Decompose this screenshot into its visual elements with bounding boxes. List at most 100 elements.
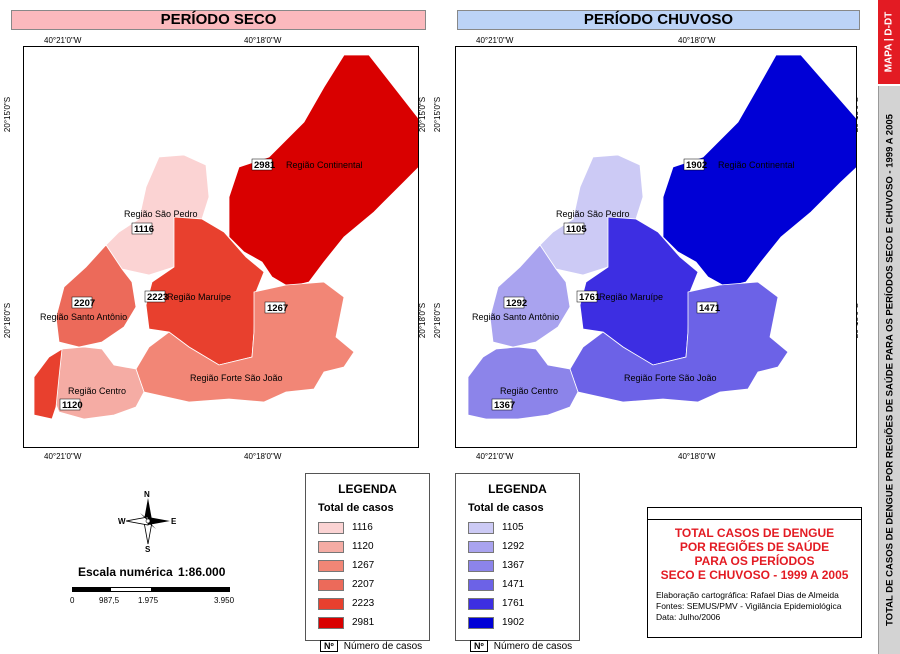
legend-dry-value: 2981	[352, 617, 375, 628]
rainy-value-forte: 1471	[699, 303, 721, 314]
legend-rainy-value: 1105	[502, 522, 524, 533]
dry-lat-top-right: 20°15'0"S	[418, 96, 428, 133]
legend-dry-item: 1267	[318, 556, 429, 575]
legend-rainy-value: 1367	[502, 560, 525, 571]
rainy-region-forte	[569, 281, 789, 403]
rainy-map-svg: 1902 Região Continental Região São Pedro…	[467, 54, 856, 420]
rainy-value-continental: 1902	[686, 160, 707, 171]
dry-value-centro: 1120	[62, 400, 83, 411]
title-line-4: SECO E CHUVOSO - 1999 A 2005	[660, 568, 849, 582]
legend-rainy-swatch	[468, 616, 494, 629]
dry-label-santo-antonio: Região Santo Antônio	[40, 312, 127, 322]
rainy-lat-bottom-left: 20°18'0"S	[433, 302, 443, 339]
legend-rainy-note-symbol: Nº	[470, 640, 488, 652]
rainy-lon-left-top: 40°21'0"W	[476, 36, 514, 45]
legend-dry-value: 2223	[352, 598, 375, 609]
title-line-1: TOTAL CASOS DE DENGUE	[674, 526, 835, 540]
rainy-label-sao-pedro: Região São Pedro	[556, 209, 630, 219]
rainy-label-santo-antonio: Região Santo Antônio	[472, 312, 559, 322]
scale-tick-1: 987,5	[99, 596, 120, 605]
dry-label-forte: Região Forte São João	[190, 373, 283, 383]
legend-rainy-item: 1902	[468, 613, 579, 632]
dry-lat-bottom-left: 20°18'0"S	[3, 302, 13, 339]
legend-rainy-value: 1471	[502, 579, 525, 590]
legend-dry-item: 2207	[318, 575, 429, 594]
legend-rainy-item: 1292	[468, 537, 579, 556]
legend-dry-value: 2207	[352, 579, 375, 590]
legend-dry-note-symbol: Nº	[320, 640, 338, 652]
legend-rainy-value: 1292	[502, 541, 525, 552]
rainy-lat-top-left: 20°15'0"S	[433, 96, 443, 133]
title-box: TOTAL CASOS DE DENGUE POR REGIÕES DE SAÚ…	[647, 507, 862, 638]
rainy-period-header: PERÍODO CHUVOSO	[457, 10, 860, 30]
legend-rainy-note-text: Número de casos	[493, 640, 573, 652]
sidebar-top-text: MAPA | D-DT	[883, 11, 895, 73]
legend-rainy-item: 1105	[468, 518, 579, 537]
legend-dry-swatch	[318, 521, 344, 534]
legend-rainy: LEGENDA Total de casos 1105 1292 1367 1471 1…	[455, 473, 580, 652]
dry-value-sao-pedro: 1116	[134, 224, 154, 235]
legend-rainy-item: 1471	[468, 575, 579, 594]
legend-dry-item: 2981	[318, 613, 429, 632]
dry-value-continental: 2981	[254, 160, 276, 171]
legend-rainy-item: 1761	[468, 594, 579, 613]
rainy-region-santo-antonio	[489, 244, 571, 348]
legend-rainy-item: 1367	[468, 556, 579, 575]
legend-dry-swatch	[318, 540, 344, 553]
rainy-region-continental	[662, 54, 856, 288]
dry-value-maruipe: 2223	[147, 292, 168, 303]
rainy-lon-right-top: 40°18'0"W	[678, 36, 716, 45]
legend-rainy-swatch	[468, 540, 494, 553]
rainy-period-map: 1902 Região Continental Região São Pedro…	[455, 46, 857, 448]
credit-author: Elaboração cartográfica: Rafael Dias de …	[656, 590, 839, 600]
legend-rainy-note: Nº Número de casos	[470, 640, 579, 652]
legend-rainy-swatch	[468, 559, 494, 572]
legend-dry-value: 1267	[352, 560, 375, 571]
rainy-label-centro: Região Centro	[500, 386, 558, 396]
rainy-lon-right-bottom: 40°18'0"W	[678, 452, 716, 461]
dry-lon-left-bottom: 40°21'0"W	[44, 452, 82, 461]
scale-value: 1:86.000	[178, 565, 226, 579]
sidebar-map-tag: MAPA | D-DT	[878, 0, 900, 84]
compass-rose-icon: N S W E	[118, 490, 178, 554]
dry-map-svg: 2981 Região Continental Região São Pedro…	[33, 54, 418, 420]
dry-value-santo-antonio: 2207	[74, 298, 95, 309]
legend-dry-item: 2223	[318, 594, 429, 613]
dry-region-sao-pedro	[105, 154, 210, 276]
legend-dry: LEGENDA Total de casos 1116 1120 1267 2207 2…	[305, 473, 430, 652]
legend-rainy-swatch	[468, 578, 494, 591]
dry-label-maruipe: Região Maruípe	[167, 292, 231, 302]
legend-dry-swatch	[318, 616, 344, 629]
dry-lon-right-bottom: 40°18'0"W	[244, 452, 282, 461]
rainy-value-maruipe: 1761	[579, 292, 601, 303]
scale-label: Escala numérica	[78, 565, 173, 579]
dry-region-centro-south	[33, 348, 63, 420]
dry-region-continental	[228, 54, 418, 288]
dry-lon-left-top: 40°21'0"W	[44, 36, 82, 45]
credit-source: Fontes: SEMUS/PMV - Vigilância Epidemiol…	[656, 601, 842, 611]
sidebar-bottom-text: TOTAL DE CASOS DE DENGUE POR REGIÕES DE …	[884, 114, 895, 626]
scale-bar	[72, 587, 230, 592]
title-line-3: PARA OS PERÍODOS	[694, 554, 815, 568]
rainy-value-centro: 1367	[494, 400, 515, 411]
dry-region-santo-antonio	[55, 244, 137, 348]
dry-value-forte: 1267	[267, 303, 288, 314]
legend-dry-swatch	[318, 597, 344, 610]
dry-lat-bottom-right: 20°18'0"S	[418, 302, 428, 339]
rainy-label-maruipe: Região Maruípe	[599, 292, 663, 302]
legend-dry-note-text: Número de casos	[343, 640, 423, 652]
legend-rainy-title: LEGENDA	[488, 482, 547, 496]
dry-label-continental: Região Continental	[286, 160, 363, 170]
scale-tick-2: 1.975	[138, 596, 159, 605]
rainy-region-centro	[467, 346, 579, 420]
scale-tick-0: 0	[70, 596, 75, 605]
legend-dry-value: 1116	[352, 522, 373, 533]
legend-rainy-value: 1902	[502, 617, 525, 628]
dry-period-map: 2981 Região Continental Região São Pedro…	[23, 46, 419, 448]
compass-s: S	[145, 545, 151, 552]
dry-lat-top-left: 20°15'0"S	[3, 96, 13, 133]
legend-dry-note: Nº Número de casos	[320, 640, 429, 652]
rainy-value-santo-antonio: 1292	[506, 298, 527, 309]
legend-dry-value: 1120	[352, 541, 374, 552]
legend-dry-swatch	[318, 578, 344, 591]
